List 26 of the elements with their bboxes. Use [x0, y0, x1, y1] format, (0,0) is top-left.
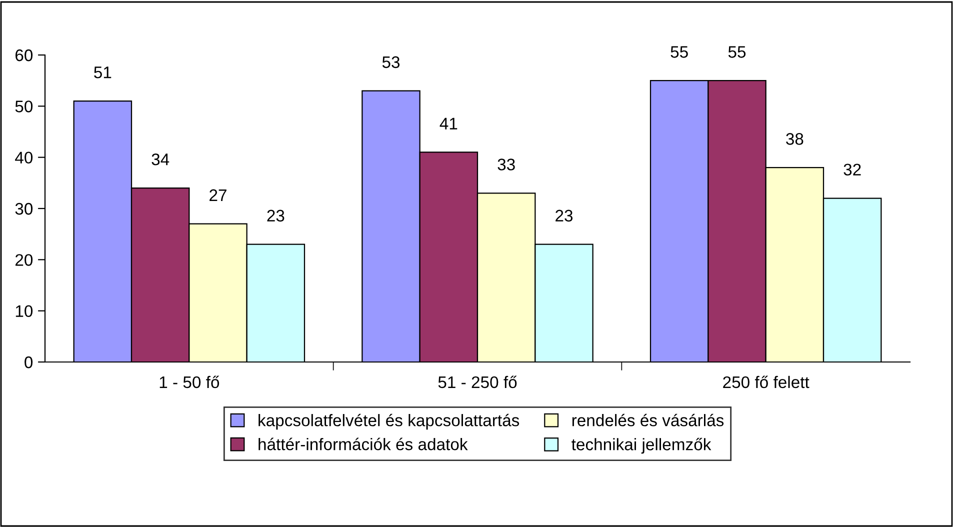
y-tick-label: 10: [16, 305, 33, 318]
data-label: 55: [728, 46, 746, 58]
data-label: 32: [844, 164, 861, 176]
x-tick-label: 51 - 250 fő: [438, 376, 517, 388]
x-tick-label: 250 fő felett: [723, 376, 810, 388]
y-tick-label: 60: [16, 49, 33, 62]
data-label: 38: [786, 133, 804, 145]
y-tick-label: 0: [24, 356, 33, 368]
data-label: 23: [267, 210, 284, 222]
legend-label: háttér-információk és adatok: [258, 438, 468, 450]
legend-label: technikai jellemzők: [572, 438, 712, 454]
y-tick-label: 40: [15, 152, 33, 164]
y-tick-label: 30: [15, 202, 33, 215]
data-label: 51: [94, 66, 112, 78]
data-label: 55: [670, 46, 688, 58]
x-tick-label: 1 - 50 fő: [160, 376, 220, 388]
data-label: 53: [382, 56, 400, 68]
legend-label: kapcsolatfelvétel és kapcsolattartás: [258, 414, 520, 430]
y-tick-label: 50: [15, 100, 33, 112]
data-label: 23: [556, 210, 573, 222]
legend-label: rendelés és vásárlás: [572, 414, 724, 426]
data-label: 27: [210, 189, 226, 201]
data-label: 33: [498, 158, 515, 170]
y-tick-label: 20: [15, 254, 33, 266]
data-label: 34: [152, 153, 170, 166]
data-label: 41: [440, 118, 458, 130]
